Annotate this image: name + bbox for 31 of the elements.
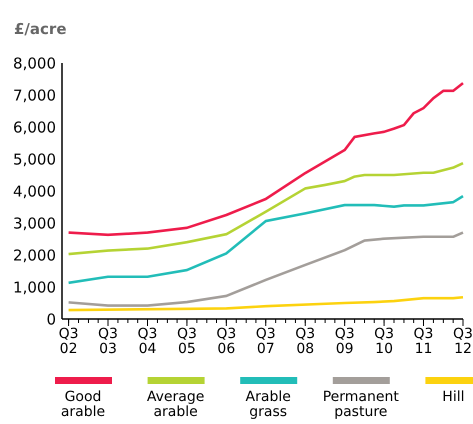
y-tick-label: 3,000 — [13, 214, 56, 232]
y-tick-label: 1,000 — [13, 278, 56, 296]
y-tick-label: 4,000 — [13, 182, 56, 200]
x-tick-label: Q3 08 — [295, 326, 316, 357]
line-series — [67, 231, 464, 307]
legend-label: Hill — [442, 389, 464, 405]
x-tick-label: Q3 07 — [256, 326, 276, 357]
y-tick-label: 8,000 — [13, 54, 56, 72]
legend-label: Permanent pasture — [322, 389, 400, 420]
line-series — [67, 82, 464, 236]
legend-label: Arable grass — [246, 389, 291, 420]
x-tick-label: Q3 04 — [138, 326, 158, 357]
line-series — [67, 296, 464, 312]
y-tick-label: 0 — [46, 310, 56, 328]
x-tick-label: Q3 09 — [334, 326, 355, 357]
y-axis-title: £/acre — [14, 20, 66, 38]
y-tick-label: 6,000 — [13, 118, 56, 136]
y-tick-label: 5,000 — [13, 150, 56, 168]
x-tick-label: Q3 11 — [414, 326, 434, 357]
legend-label: Average arable — [146, 389, 204, 420]
line-series — [67, 194, 464, 284]
line-series — [67, 162, 464, 256]
x-tick-label: Q3 10 — [374, 326, 394, 357]
x-tick-label: Q3 12 — [453, 326, 473, 357]
y-tick-label: 2,000 — [13, 246, 56, 264]
x-tick-label: Q3 02 — [58, 326, 79, 357]
x-tick-label: Q3 03 — [98, 326, 118, 357]
x-tick-label: Q3 06 — [216, 326, 236, 357]
y-tick-label: 7,000 — [13, 86, 56, 104]
x-tick-label: Q3 05 — [176, 326, 197, 357]
legend-label: Good arable — [60, 389, 106, 420]
